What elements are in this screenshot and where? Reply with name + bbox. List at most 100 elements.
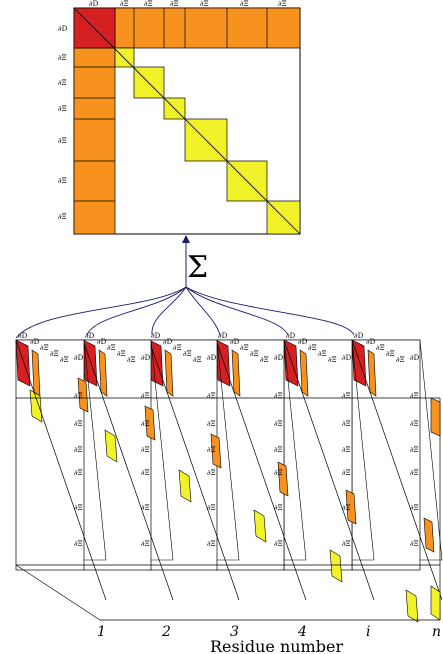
slice-row-label: ∂Ξ — [207, 392, 216, 400]
slice-col-label: ∂D — [230, 338, 240, 346]
slice-col-label: ∂D — [366, 338, 376, 346]
yellow-diagonal-block — [405, 589, 419, 623]
slice-row-label: ∂Ξ — [207, 420, 216, 428]
slice-col-label: ∂Ξ — [173, 344, 182, 352]
slice-col-label: ∂Ξ — [240, 344, 249, 352]
residue-number-label: i — [366, 624, 370, 640]
slice-row-label: ∂D — [207, 354, 217, 362]
slice-row-label: ∂Ξ — [207, 446, 216, 454]
slice-row-label: ∂Ξ — [141, 446, 150, 454]
slice-row-label: ∂Ξ — [141, 504, 150, 512]
slice-col-label: ∂D — [163, 338, 173, 346]
residue-slice: ∂D∂Ξ∂Ξ∂Ξ∂Ξ∂Ξ∂Ξ∂D∂Ξ∂Ξ∂Ξ∂D — [82, 332, 174, 601]
slice-row-label: ∂Ξ — [410, 420, 419, 428]
slice-block-label: ∂D — [354, 332, 364, 340]
slice-row-label: ∂Ξ — [274, 540, 283, 548]
residue-number-label: 2 — [161, 624, 171, 640]
slice-row-label: ∂Ξ — [74, 540, 83, 548]
slice-row-label: ∂Ξ — [207, 540, 216, 548]
summed-matrix: ∂D ∂Ξ ∂Ξ ∂Ξ ∂Ξ ∂Ξ ∂Ξ ∂D ∂Ξ ∂Ξ ∂Ξ ∂Ξ ∂Ξ ∂… — [58, 0, 301, 235]
slice-col-label: ∂Ξ — [376, 344, 385, 352]
slice-block-label: ∂D — [286, 332, 296, 340]
yellow-diagonal-block — [253, 509, 267, 543]
row-label: ∂Ξ — [58, 105, 67, 113]
slice-row-label: ∂Ξ — [74, 469, 83, 477]
main-diagonal — [73, 7, 301, 235]
slice-row-label: ∂D — [274, 354, 284, 362]
residue-slice: ∂D∂Ξ∂Ξ∂Ξ∂Ξ∂Ξ∂Ξ∂D∂Ξ∂Ξ∂Ξ∂D — [215, 332, 307, 601]
col-label: ∂Ξ — [144, 0, 153, 8]
orange-row-block — [144, 405, 156, 441]
row-labels: ∂D ∂Ξ ∂Ξ ∂Ξ ∂Ξ ∂Ξ ∂Ξ — [58, 25, 68, 221]
slice-col-label: ∂Ξ — [328, 356, 337, 364]
slice-block-label: ∂D — [18, 332, 28, 340]
slice-row-label: ∂Ξ — [410, 446, 419, 454]
slice-col-label: ∂Ξ — [260, 356, 269, 364]
orange-row-block — [345, 489, 357, 525]
slice-row-label: ∂Ξ — [274, 446, 283, 454]
residue-slice: ∂D∂Ξ∂Ξ∂Ξ∂Ξ∂Ξ∂Ξ∂D∂Ξ∂Ξ∂Ξ∂D — [15, 332, 107, 601]
orange-row-block — [277, 461, 289, 497]
orange-column-block — [367, 349, 377, 397]
red-self-block — [15, 339, 31, 387]
slice-row-label: ∂Ξ — [274, 504, 283, 512]
orange-row-block — [210, 433, 222, 469]
slice-row-label: ∂D — [74, 354, 84, 362]
slice-block-label: ∂D — [151, 332, 161, 340]
col-labels: ∂D ∂Ξ ∂Ξ ∂Ξ ∂Ξ ∂Ξ ∂Ξ — [89, 0, 287, 8]
sum-arrow: Σ — [182, 235, 208, 287]
slice-n-yellow-block — [430, 585, 441, 621]
residue-number-label: 3 — [230, 624, 239, 640]
row-label: ∂Ξ — [58, 177, 67, 185]
residue-slice: ∂D∂Ξ∂Ξ∂Ξ∂Ξ∂Ξ∂Ξ∂D∂Ξ∂Ξ∂Ξ∂D — [351, 332, 443, 623]
residue-number-label: 4 — [297, 624, 307, 640]
slice-n-orange-block — [430, 397, 441, 437]
row-label: ∂Ξ — [58, 79, 67, 87]
slice-row-label: ∂Ξ — [342, 504, 351, 512]
row-label: ∂Ξ — [58, 137, 67, 145]
slice-row-label: ∂D — [342, 354, 352, 362]
slice-row-label: ∂D — [141, 354, 151, 362]
slice-diagonal — [351, 339, 443, 601]
slice-diagonal — [82, 339, 174, 601]
slice-col-label: ∂D — [298, 338, 308, 346]
slice-row-label: ∂Ξ — [141, 420, 150, 428]
col-label: ∂Ξ — [170, 0, 179, 8]
slice-row-label: ∂D — [410, 354, 420, 362]
slice-row-label: ∂Ξ — [274, 420, 283, 428]
sum-symbol: Σ — [187, 250, 208, 285]
slice-col-label: ∂Ξ — [40, 344, 49, 352]
top-band — [114, 7, 301, 49]
slice-row-label: ∂Ξ — [74, 504, 83, 512]
slice-col-label: ∂Ξ — [318, 350, 327, 358]
slice-row-label: ∂Ξ — [342, 446, 351, 454]
col-label: ∂Ξ — [240, 0, 249, 8]
left-band — [73, 47, 116, 235]
slice-row-label: ∂Ξ — [342, 420, 351, 428]
diag-block-1 — [114, 47, 135, 68]
col-label: ∂Ξ — [200, 0, 209, 8]
slice-col-label: ∂Ξ — [396, 356, 405, 364]
row-label: ∂Ξ — [58, 213, 67, 221]
orange-column-block — [299, 349, 309, 397]
slice-row-label: ∂Ξ — [410, 392, 419, 400]
orange-column-block — [164, 349, 174, 397]
residue-number-label: 1 — [97, 624, 106, 640]
row-label: ∂D — [58, 25, 68, 33]
slice-row-label: ∂Ξ — [74, 446, 83, 454]
slice-diagonal — [148, 339, 240, 601]
slice-col-label: ∂Ξ — [107, 344, 116, 352]
slice-row-label: ∂Ξ — [410, 504, 419, 512]
convergence-curves — [15, 286, 355, 339]
slice-col-label: ∂Ξ — [60, 356, 69, 364]
yellow-diagonal-block — [329, 549, 343, 583]
slice-col-label: ∂Ξ — [117, 350, 126, 358]
slice-col-label: ∂Ξ — [127, 356, 136, 364]
x-axis-label: Residue number — [210, 637, 343, 654]
slice-row-label: ∂Ξ — [141, 469, 150, 477]
slice-row-label: ∂Ξ — [207, 469, 216, 477]
orange-column-block — [98, 349, 108, 397]
slice-row-label: ∂Ξ — [342, 469, 351, 477]
yellow-diagonal-block — [178, 469, 192, 503]
slice-row-label: ∂Ξ — [141, 392, 150, 400]
